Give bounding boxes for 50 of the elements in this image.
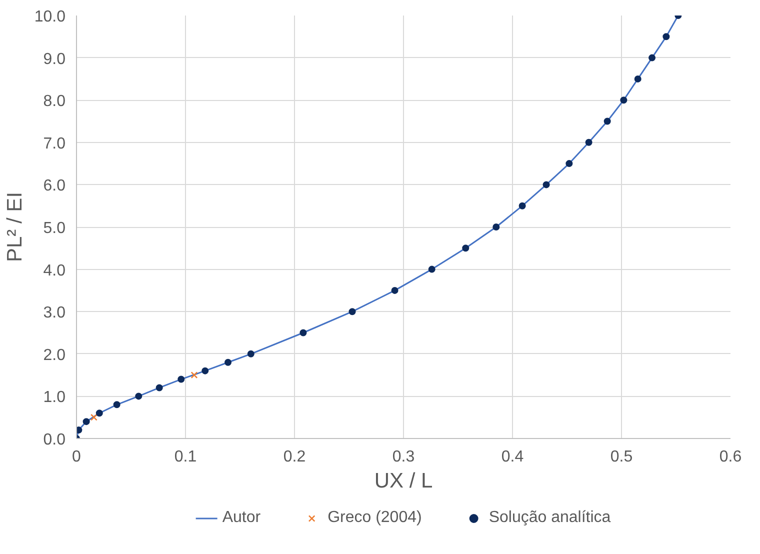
y-tick-label: 8.0 [43, 93, 66, 110]
point [90, 414, 98, 421]
point [428, 266, 436, 273]
point [648, 54, 656, 62]
y-tick-label: 9.0 [43, 50, 66, 68]
point [76, 426, 82, 434]
point [620, 96, 628, 104]
y-tick-label: 2.0 [43, 346, 66, 364]
point [391, 286, 398, 294]
x-axis-title: UX / L [374, 470, 433, 492]
x-tick-label: 0.3 [392, 448, 415, 466]
point [202, 367, 209, 374]
point [348, 308, 356, 316]
y-tick-label: 5.0 [43, 220, 66, 237]
point [178, 376, 185, 383]
point [542, 181, 550, 188]
legend-label: Autor [222, 508, 261, 526]
point [135, 392, 142, 400]
y-tick-label: 10.0 [34, 8, 66, 26]
point [190, 372, 198, 379]
point [662, 33, 670, 40]
point [604, 118, 611, 125]
point [518, 202, 526, 210]
point [585, 138, 592, 146]
x-tick-label: 0.6 [719, 448, 742, 466]
point [96, 410, 103, 417]
x-tick-label: 0 [72, 448, 82, 466]
y-tick-label: 0.0 [43, 432, 66, 448]
point [113, 401, 120, 408]
y-axis-title: PL² / EI [3, 192, 26, 262]
point [247, 350, 254, 358]
y-tick-label: 6.0 [43, 178, 66, 195]
y-tick-label: 7.0 [43, 135, 66, 152]
legend-label: Greco (2004) [328, 508, 422, 526]
y-tick-label: 1.0 [43, 389, 66, 406]
point [300, 329, 307, 336]
point [224, 358, 232, 366]
x-tick-label: 0.2 [283, 448, 306, 466]
point [492, 224, 500, 230]
x-tick-label: 0.1 [174, 448, 197, 466]
x-tick-label: 0.4 [501, 448, 524, 466]
point [462, 244, 470, 252]
x-tick-label: 0.5 [610, 448, 633, 466]
point [566, 160, 573, 168]
y-tick-label: 4.0 [43, 262, 66, 280]
legend-label: Solução analítica [488, 508, 611, 526]
point [634, 75, 642, 82]
point [156, 384, 163, 392]
y-tick-label: 3.0 [43, 304, 66, 322]
point [82, 418, 90, 426]
